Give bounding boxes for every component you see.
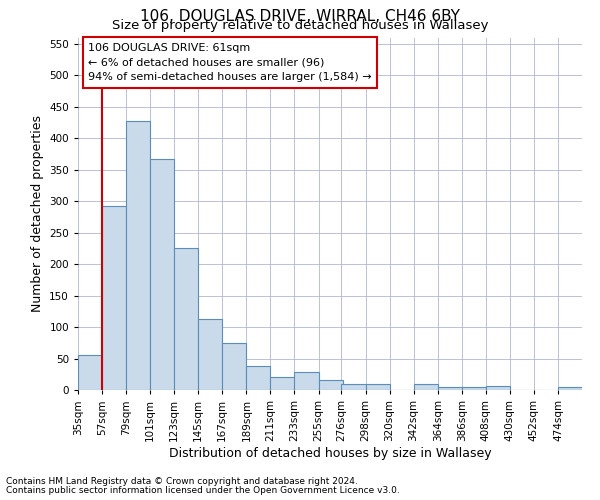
- Bar: [198, 319, 223, 390]
- Bar: [247, 366, 271, 390]
- Bar: [126, 120, 150, 390]
- Bar: [271, 378, 295, 390]
- Bar: [462, 387, 486, 390]
- Bar: [437, 387, 462, 390]
- Text: 106, DOUGLAS DRIVE, WIRRAL, CH46 6BY: 106, DOUGLAS DRIVE, WIRRAL, CH46 6BY: [140, 9, 460, 24]
- Text: Contains HM Land Registry data © Crown copyright and database right 2024.: Contains HM Land Registry data © Crown c…: [6, 477, 358, 486]
- Bar: [223, 343, 247, 390]
- X-axis label: Distribution of detached houses by size in Wallasey: Distribution of detached houses by size …: [169, 446, 491, 460]
- Bar: [174, 248, 198, 390]
- Y-axis label: Number of detached properties: Number of detached properties: [31, 116, 44, 312]
- Bar: [78, 356, 102, 390]
- Bar: [486, 386, 510, 390]
- Bar: [150, 159, 174, 390]
- Bar: [558, 387, 582, 390]
- Bar: [102, 206, 126, 390]
- Text: Contains public sector information licensed under the Open Government Licence v3: Contains public sector information licen…: [6, 486, 400, 495]
- Bar: [341, 384, 365, 390]
- Bar: [413, 384, 437, 390]
- Bar: [319, 380, 343, 390]
- Text: 106 DOUGLAS DRIVE: 61sqm
← 6% of detached houses are smaller (96)
94% of semi-de: 106 DOUGLAS DRIVE: 61sqm ← 6% of detache…: [88, 43, 372, 82]
- Text: Size of property relative to detached houses in Wallasey: Size of property relative to detached ho…: [112, 19, 488, 32]
- Bar: [365, 384, 389, 390]
- Bar: [295, 372, 319, 390]
